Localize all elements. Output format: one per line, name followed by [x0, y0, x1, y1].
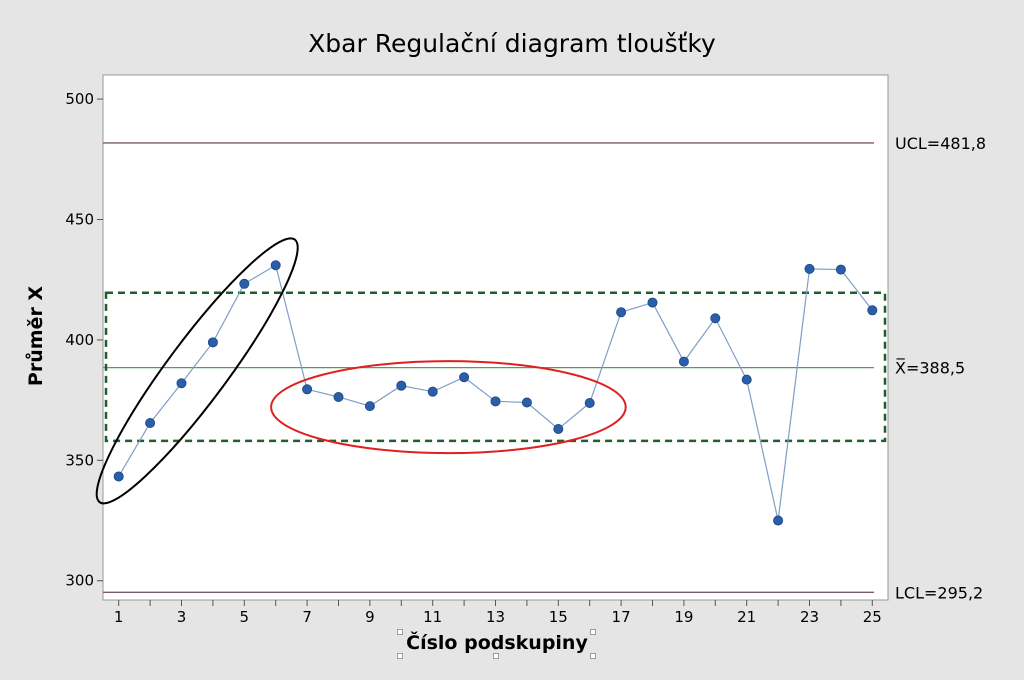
- data-point: [553, 424, 564, 435]
- data-point: [176, 378, 187, 389]
- x-tick-label: 21: [737, 608, 756, 626]
- x-tick-label: 15: [549, 608, 568, 626]
- selection-handle: [590, 653, 596, 659]
- x-tick-label: 23: [800, 608, 819, 626]
- y-tick-label: 400: [65, 331, 94, 349]
- data-point: [364, 401, 375, 412]
- data-point: [270, 260, 281, 271]
- y-tick-label: 450: [65, 210, 94, 228]
- x-tick-label: 1: [114, 608, 124, 626]
- selection-handle: [493, 653, 499, 659]
- y-tick-label: 500: [65, 90, 94, 108]
- lcl-line-label: LCL=295,2: [895, 583, 983, 602]
- data-point: [616, 307, 627, 318]
- data-point: [835, 264, 846, 275]
- x-tick-label: 11: [423, 608, 442, 626]
- dashed-band: [104, 291, 887, 443]
- selection-handle: [397, 629, 403, 635]
- data-point: [396, 380, 407, 391]
- x-axis-label-selection-handles: [397, 629, 596, 659]
- data-point: [302, 384, 313, 395]
- chart-title: Xbar Regulační diagram tloušťky: [308, 29, 716, 58]
- data-point: [741, 374, 752, 385]
- x-tick-label: 5: [240, 608, 250, 626]
- data-point: [145, 417, 156, 428]
- x-axis-label: Číslo podskupiny: [406, 630, 588, 654]
- data-point: [239, 278, 250, 289]
- data-point: [804, 263, 815, 274]
- data-point: [490, 396, 501, 407]
- x-tick-label: 19: [674, 608, 693, 626]
- data-point: [521, 397, 532, 408]
- data-point: [647, 297, 658, 308]
- data-point: [867, 305, 878, 316]
- data-point: [678, 356, 689, 367]
- black-ellipse: [95, 237, 299, 505]
- data-point: [773, 515, 784, 526]
- x-tick-label: 17: [612, 608, 631, 626]
- x-tick-label: 13: [486, 608, 505, 626]
- x-tick-label: 9: [365, 608, 375, 626]
- y-tick-label: 300: [65, 572, 94, 590]
- data-point: [459, 372, 470, 383]
- data-point: [427, 386, 438, 397]
- y-axis-label: Průměr X: [24, 286, 47, 386]
- x-tick-label: 7: [302, 608, 312, 626]
- x-tick-label: 3: [177, 608, 187, 626]
- x-tick-label: 25: [863, 608, 882, 626]
- center-line-label: X̅=388,5: [895, 359, 965, 378]
- data-point: [113, 471, 124, 482]
- y-tick-label: 350: [65, 451, 94, 469]
- selection-handle: [590, 629, 596, 635]
- red-ellipse: [270, 360, 627, 455]
- data-point: [333, 391, 344, 402]
- data-point: [710, 313, 721, 324]
- data-point: [207, 337, 218, 348]
- plot-area: [102, 74, 889, 601]
- data-point: [584, 398, 595, 409]
- ucl-line-label: UCL=481,8: [895, 134, 986, 153]
- selection-handle: [397, 653, 403, 659]
